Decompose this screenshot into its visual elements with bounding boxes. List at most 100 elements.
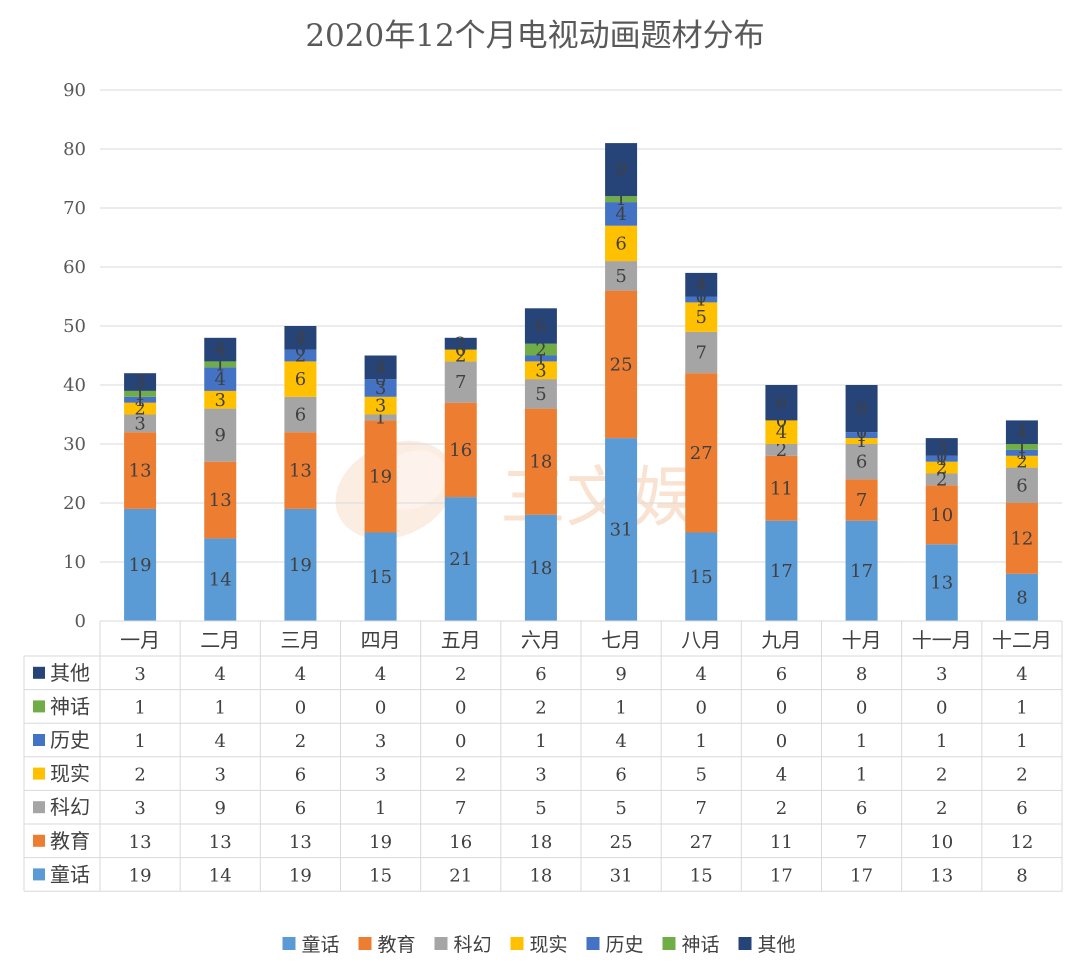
data-label: 6 bbox=[535, 316, 546, 337]
table-cell: 5 bbox=[615, 798, 626, 819]
x-category-label: 五月 bbox=[441, 628, 481, 652]
table-cell: 13 bbox=[930, 865, 953, 886]
table-series-name: 其他 bbox=[50, 661, 90, 685]
data-label: 4 bbox=[375, 357, 386, 378]
bar-segment-神话-七月 bbox=[605, 196, 638, 203]
table-cell: 18 bbox=[529, 832, 552, 853]
bar-segment-现实-七月 bbox=[605, 225, 638, 262]
bar-segment-教育-一月 bbox=[124, 432, 157, 509]
x-category-label: 十月 bbox=[842, 628, 882, 652]
table-cell: 3 bbox=[535, 765, 546, 786]
table-cell: 8 bbox=[856, 664, 867, 685]
data-label: 2 bbox=[134, 399, 145, 420]
y-tick-label: 70 bbox=[63, 198, 86, 219]
legend-label: 科幻 bbox=[454, 934, 492, 956]
bar-segment-科幻-九月 bbox=[765, 444, 798, 456]
data-label: 5 bbox=[535, 384, 546, 405]
data-label: 1 bbox=[856, 431, 867, 452]
legend-swatch bbox=[738, 937, 752, 950]
bar-segment-科幻-十一月 bbox=[925, 473, 958, 486]
data-label: 9 bbox=[615, 160, 626, 181]
gridlines bbox=[100, 89, 1062, 563]
data-label: 12 bbox=[1010, 528, 1033, 549]
bar-segment-教育-四月 bbox=[364, 420, 397, 533]
bar-segment-其他-三月 bbox=[284, 326, 317, 350]
table-series-swatch bbox=[33, 834, 45, 847]
data-label: 2 bbox=[535, 340, 546, 361]
bar-segment-现实-二月 bbox=[204, 390, 237, 409]
data-label: 8 bbox=[1016, 587, 1027, 608]
table-cell: 0 bbox=[856, 697, 867, 718]
bar-segment-童话-二月 bbox=[204, 538, 237, 621]
data-label: 4 bbox=[696, 275, 707, 296]
bar-segment-教育-八月 bbox=[685, 373, 718, 533]
legend-label: 现实 bbox=[530, 934, 568, 956]
data-label: 1 bbox=[856, 425, 867, 446]
table-cell: 14 bbox=[209, 865, 232, 886]
data-label: 6 bbox=[1016, 475, 1027, 496]
bar-segment-其他-一月 bbox=[124, 373, 157, 391]
table-cell: 0 bbox=[295, 697, 306, 718]
data-label: 2 bbox=[295, 346, 306, 367]
bar-segment-历史-八月 bbox=[685, 296, 718, 303]
bar-segment-教育-九月 bbox=[765, 455, 798, 521]
table-cell: 2 bbox=[1016, 765, 1027, 786]
data-label: 10 bbox=[930, 505, 953, 526]
data-label: 6 bbox=[615, 233, 626, 254]
data-label: 6 bbox=[295, 405, 306, 426]
data-label: 2 bbox=[455, 334, 466, 355]
bar-segment-神话-二月 bbox=[204, 361, 237, 368]
bar-segment-其他-九月 bbox=[765, 385, 798, 421]
table-cell: 1 bbox=[134, 731, 145, 752]
bar-segment-其他-四月 bbox=[364, 355, 397, 380]
legend-swatch bbox=[662, 937, 676, 950]
bar-segment-教育-十一月 bbox=[925, 485, 958, 545]
data-label: 27 bbox=[690, 443, 713, 464]
data-label: 31 bbox=[610, 520, 633, 541]
data-label: 7 bbox=[696, 343, 707, 364]
table-series-name: 教育 bbox=[50, 829, 90, 853]
data-label: 3 bbox=[375, 378, 386, 399]
data-label: 0 bbox=[455, 340, 466, 361]
bar-segment-教育-二月 bbox=[204, 461, 237, 539]
legend-label: 教育 bbox=[378, 934, 416, 956]
data-label: 15 bbox=[690, 567, 713, 588]
y-tick-label: 10 bbox=[63, 552, 86, 573]
data-label: 13 bbox=[930, 573, 953, 594]
bar-segment-教育-十月 bbox=[845, 479, 878, 521]
data-label: 0 bbox=[776, 410, 787, 431]
table-cell: 13 bbox=[289, 832, 312, 853]
bar-segment-现实-五月 bbox=[444, 349, 477, 362]
table-cell: 1 bbox=[535, 731, 546, 752]
bar-segment-神话-一月 bbox=[124, 390, 157, 397]
legend-swatch bbox=[358, 937, 372, 950]
table-cell: 7 bbox=[696, 798, 707, 819]
data-label: 0 bbox=[936, 446, 947, 467]
bar-segment-科幻-七月 bbox=[605, 261, 638, 291]
bar-segment-其他-八月 bbox=[685, 272, 718, 297]
table-cell: 19 bbox=[129, 865, 152, 886]
x-category-label: 十一月 bbox=[912, 628, 972, 652]
data-label: 6 bbox=[856, 452, 867, 473]
data-label: 8 bbox=[856, 399, 867, 420]
data-label: 2 bbox=[936, 469, 947, 490]
table-cell: 2 bbox=[295, 731, 306, 752]
bar-segment-历史-四月 bbox=[364, 379, 397, 397]
table-cell: 9 bbox=[615, 664, 626, 685]
data-label: 2 bbox=[455, 346, 466, 367]
table-series-name: 现实 bbox=[50, 762, 90, 786]
bar-segment-历史-十一月 bbox=[925, 455, 958, 462]
data-label: 6 bbox=[295, 369, 306, 390]
data-label: 6 bbox=[776, 393, 787, 414]
bar-segment-科幻-三月 bbox=[284, 396, 317, 433]
legend: 童话 教育 科幻 现实 历史 神话 其他 bbox=[282, 934, 796, 956]
bar-segment-现实-十月 bbox=[845, 438, 878, 444]
data-label: 3 bbox=[936, 437, 947, 458]
data-label: 3 bbox=[134, 413, 145, 434]
data-label: 1 bbox=[535, 348, 546, 369]
table-cell: 7 bbox=[455, 798, 466, 819]
table-cell: 7 bbox=[856, 832, 867, 853]
table-cell: 2 bbox=[936, 765, 947, 786]
bar-segment-历史-三月 bbox=[284, 349, 317, 362]
bar-segment-童话-六月 bbox=[524, 514, 557, 621]
